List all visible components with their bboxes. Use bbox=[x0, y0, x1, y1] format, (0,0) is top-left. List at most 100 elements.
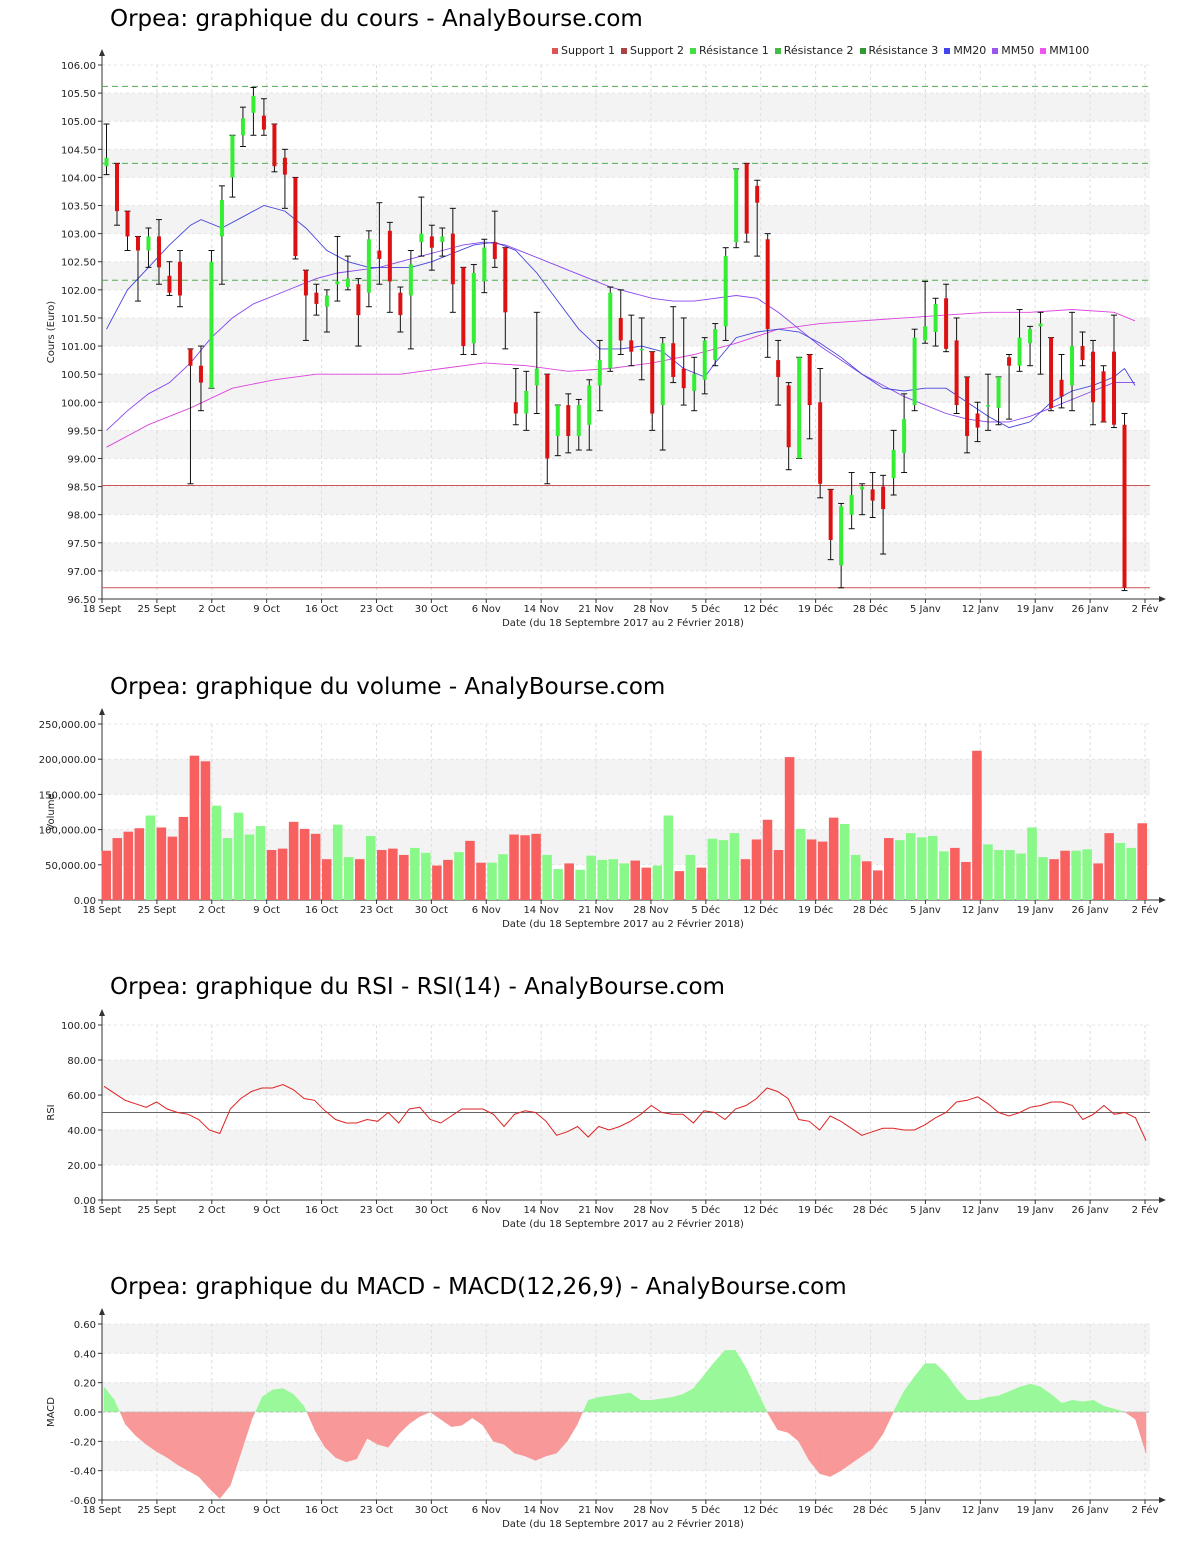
macd-area-segment bbox=[924, 1363, 936, 1413]
macd-area-segment bbox=[745, 1367, 757, 1413]
price-x-tick-label: 14 Nov bbox=[523, 604, 559, 615]
legend-item: MM100 bbox=[1040, 44, 1089, 57]
volume-bar bbox=[762, 819, 773, 900]
volume-x-tick-label: 16 Oct bbox=[305, 905, 338, 916]
price-y-tick-label: 101.50 bbox=[61, 314, 96, 325]
macd-area-segment bbox=[598, 1395, 610, 1413]
volume-bar bbox=[663, 815, 674, 900]
volume-bar bbox=[145, 815, 156, 900]
legend-item: Résistance 1 bbox=[689, 44, 769, 57]
macd-area-segment bbox=[819, 1411, 831, 1477]
price-x-arrow bbox=[1159, 596, 1166, 602]
macd-x-tick-label: 18 Sept bbox=[83, 1505, 122, 1516]
price-candle-body bbox=[891, 450, 896, 479]
macd-area-segment bbox=[640, 1400, 652, 1413]
volume-bar bbox=[288, 821, 299, 900]
volume-bar bbox=[1137, 823, 1147, 900]
volume-x-tick-label: 9 Oct bbox=[253, 905, 280, 916]
price-candle-body bbox=[177, 261, 182, 296]
volume-bar bbox=[1027, 827, 1037, 900]
price-x-tick-label: 5 Janv bbox=[910, 604, 941, 615]
volume-bar bbox=[498, 854, 508, 900]
price-candle-body bbox=[597, 360, 602, 386]
volume-bar bbox=[817, 841, 828, 900]
rsi-chart-panel: Orpea: graphique du RSI - RSI(14) - Anal… bbox=[0, 968, 1200, 1238]
volume-bar bbox=[784, 757, 795, 900]
macd-area-segment bbox=[914, 1362, 926, 1413]
volume-y-tick-label: 50,000.00 bbox=[45, 861, 96, 872]
legend-item: Support 2 bbox=[620, 44, 684, 57]
volume-bar bbox=[895, 840, 905, 900]
volume-bar bbox=[101, 850, 112, 900]
price-candle-body bbox=[965, 376, 970, 436]
volume-bar bbox=[883, 838, 894, 900]
legend-label: Support 1 bbox=[561, 44, 615, 57]
macd-chart-title: Orpea: graphique du MACD - MACD(12,26,9)… bbox=[110, 1274, 847, 1300]
volume-x-tick-label: 12 Déc bbox=[743, 904, 778, 916]
legend-label: Résistance 2 bbox=[783, 44, 854, 57]
volume-y-tick-label: 0.00 bbox=[74, 896, 96, 907]
macd-area-segment bbox=[651, 1398, 663, 1413]
price-candle-body bbox=[282, 157, 287, 175]
price-grid-band bbox=[102, 317, 1150, 347]
macd-area-segment bbox=[903, 1376, 915, 1413]
macd-area-segment bbox=[566, 1411, 578, 1443]
volume-x-tick-label: 21 Nov bbox=[578, 905, 614, 916]
volume-bar bbox=[156, 827, 167, 900]
volume-y-axis-label: Volume bbox=[46, 793, 57, 830]
macd-area-segment bbox=[787, 1411, 799, 1442]
price-candle-body bbox=[240, 118, 245, 136]
macd-area-segment bbox=[703, 1361, 715, 1413]
volume-bar bbox=[751, 839, 762, 900]
macd-area-segment bbox=[777, 1411, 789, 1433]
volume-bar bbox=[1049, 859, 1059, 900]
volume-bar bbox=[652, 865, 663, 900]
price-candle-body bbox=[303, 270, 308, 296]
price-y-tick-label: 100.00 bbox=[61, 398, 96, 409]
volume-bar bbox=[1126, 847, 1136, 900]
volume-bar bbox=[410, 847, 420, 900]
price-candle-body bbox=[744, 163, 749, 234]
macd-y-tick-label: -0.20 bbox=[70, 1437, 96, 1448]
macd-area-segment bbox=[119, 1412, 126, 1424]
price-x-tick-label: 18 Sept bbox=[83, 604, 122, 615]
volume-bar bbox=[950, 847, 960, 900]
volume-bar bbox=[906, 833, 916, 900]
volume-bar bbox=[509, 834, 519, 900]
volume-bar bbox=[597, 859, 607, 900]
rsi-y-arrow bbox=[99, 1009, 105, 1016]
macd-x-tick-label: 26 Janv bbox=[1071, 1505, 1108, 1516]
volume-x-tick-label: 26 Janv bbox=[1071, 905, 1108, 916]
macd-area-segment bbox=[735, 1349, 747, 1413]
macd-area-segment bbox=[672, 1394, 684, 1413]
price-candle-body bbox=[765, 239, 770, 330]
volume-bar bbox=[828, 817, 839, 900]
price-candle-body bbox=[870, 489, 875, 501]
macd-area-segment bbox=[945, 1373, 957, 1413]
price-candle-body bbox=[1038, 323, 1043, 327]
macd-area-segment bbox=[840, 1411, 852, 1472]
price-candle-body bbox=[702, 340, 707, 380]
price-candle-body bbox=[387, 230, 392, 282]
volume-bar bbox=[1093, 863, 1103, 900]
price-x-tick-label: 23 Oct bbox=[360, 604, 393, 615]
volume-x-axis-label: Date (du 18 Septembre 2017 au 2 Février … bbox=[502, 918, 744, 930]
macd-x-tick-label: 25 Sept bbox=[138, 1505, 177, 1516]
price-candle-body bbox=[125, 211, 130, 237]
macd-area-segment bbox=[303, 1406, 307, 1412]
price-candle-body bbox=[576, 405, 581, 436]
legend-swatch bbox=[859, 48, 866, 54]
volume-x-tick-label: 23 Oct bbox=[360, 905, 393, 916]
price-candle-body bbox=[860, 486, 865, 490]
macd-area-segment bbox=[829, 1411, 842, 1477]
volume-x-tick-label: 5 Janv bbox=[910, 905, 941, 916]
volume-bar bbox=[1038, 857, 1048, 900]
macd-area-segment bbox=[408, 1411, 421, 1425]
macd-area-segment bbox=[1008, 1386, 1020, 1413]
legend-label: MM20 bbox=[953, 44, 987, 57]
macd-chart-panel: Orpea: graphique du MACD - MACD(12,26,9)… bbox=[0, 1268, 1200, 1550]
rsi-grid-band bbox=[102, 1060, 1150, 1095]
legend-swatch bbox=[1040, 48, 1047, 54]
macd-area-segment bbox=[440, 1411, 452, 1428]
price-candle-body bbox=[1070, 346, 1075, 386]
